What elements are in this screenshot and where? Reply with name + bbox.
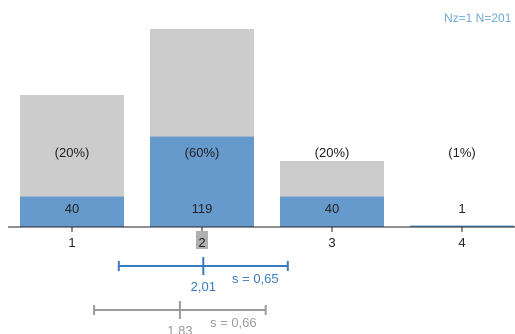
sample-size-header: Nz=1 N=201 [444,11,512,25]
x-tick-label-2: 2 [198,235,205,250]
comparison-mean-label: 1,83 [167,323,192,334]
current-mean-label: 2,01 [191,279,216,294]
x-tick-label-1: 1 [68,235,75,250]
value-bars [20,136,514,227]
percent-label-1: (20%) [55,145,90,160]
value-bar-1 [20,196,124,227]
percent-label-3: (20%) [315,145,350,160]
x-tick-label-4: 4 [458,235,465,250]
x-tick-label-3: 3 [328,235,335,250]
value-labels: 40 119 40 1 [65,201,466,216]
comparison-sd-label: s = 0,66 [210,315,257,330]
value-label-3: 40 [325,201,339,216]
current-sd-label: s = 0,65 [232,271,279,286]
value-bar-2 [150,136,254,227]
percent-label-4: (1%) [448,145,475,160]
value-label-1: 40 [65,201,79,216]
value-label-4: 1 [458,201,465,216]
value-label-2: 119 [192,201,213,216]
value-bar-4 [410,225,514,227]
percent-labels: (20%) (60%) (20%) (1%) [55,145,476,160]
distribution-stats: 2,01 s = 0,65 1,83 s = 0,66 [93,257,289,334]
percent-label-2: (60%) [185,145,220,160]
highlight-tick-box [196,231,208,249]
value-bar-3 [280,196,384,227]
x-axis-ticks: 1 2 3 4 [68,227,466,250]
